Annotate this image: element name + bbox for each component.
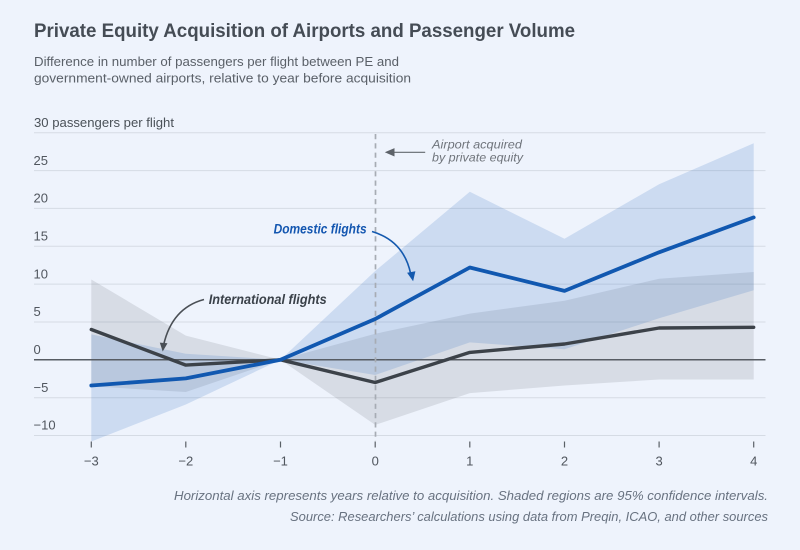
svg-text:0: 0: [372, 454, 379, 469]
svg-text:Difference in number of passen: Difference in number of passengers per f…: [34, 54, 399, 69]
svg-text:−2: −2: [178, 454, 193, 469]
svg-text:2: 2: [561, 454, 568, 469]
svg-text:Private Equity Acquisition of: Private Equity Acquisition of Airports a…: [34, 21, 575, 42]
svg-text:−3: −3: [84, 454, 99, 469]
svg-text:25: 25: [34, 153, 48, 168]
svg-text:by private equity: by private equity: [432, 151, 524, 165]
svg-text:Domestic flights: Domestic flights: [274, 222, 367, 237]
svg-text:−5: −5: [34, 380, 49, 395]
svg-text:3: 3: [655, 454, 662, 469]
svg-text:government-owned airports, rel: government-owned airports, relative to y…: [34, 71, 411, 86]
svg-text:15: 15: [34, 229, 48, 244]
svg-text:Horizontal axis represents yea: Horizontal axis represents years relativ…: [174, 488, 768, 503]
svg-text:Airport acquired: Airport acquired: [431, 138, 522, 152]
svg-text:Source: Researchers’ calculati: Source: Researchers’ calculations using …: [290, 509, 768, 524]
svg-text:International flights: International flights: [209, 292, 327, 307]
svg-text:−1: −1: [273, 454, 288, 469]
svg-text:1: 1: [466, 454, 473, 469]
svg-text:5: 5: [34, 304, 41, 319]
svg-text:0: 0: [34, 342, 41, 357]
svg-text:4: 4: [750, 454, 757, 469]
svg-text:30 passengers per flight: 30 passengers per flight: [34, 115, 174, 130]
svg-text:−10: −10: [34, 418, 56, 433]
svg-text:10: 10: [34, 266, 48, 281]
svg-text:20: 20: [34, 191, 48, 206]
